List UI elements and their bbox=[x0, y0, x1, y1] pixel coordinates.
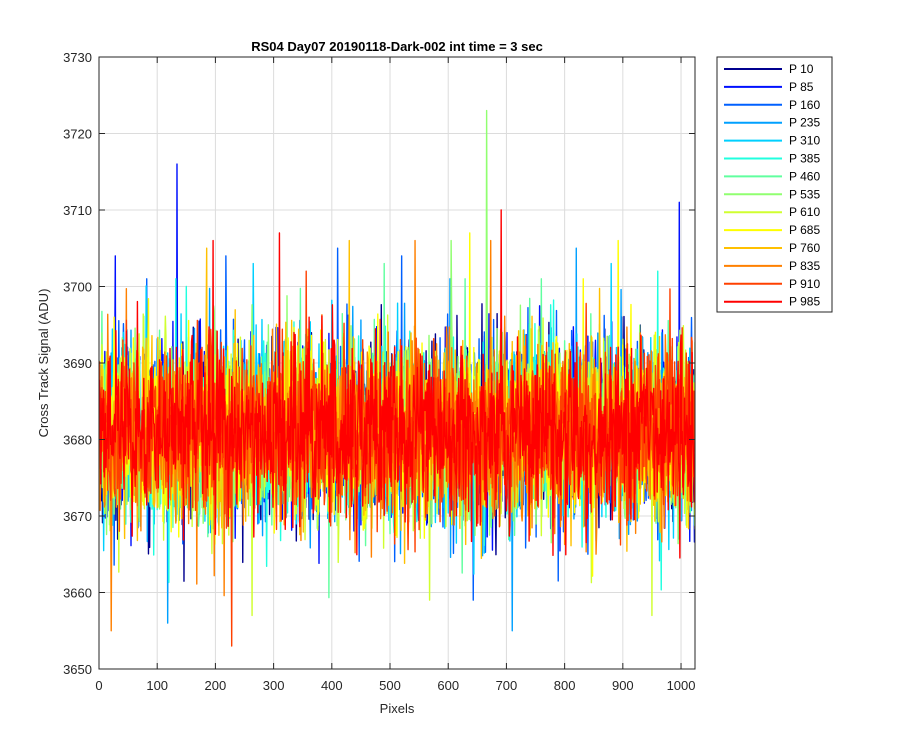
y-axis: 3650 3660 3670 3680 3690 3700 3710 3720 3730 bbox=[63, 50, 695, 677]
y-tick-label: 3690 bbox=[63, 356, 92, 371]
x-tick-label: 600 bbox=[437, 678, 459, 693]
legend-label: P 535 bbox=[789, 187, 820, 201]
legend-label: P 760 bbox=[789, 241, 820, 255]
x-tick-label: 0 bbox=[95, 678, 102, 693]
y-tick-label: 3650 bbox=[63, 662, 92, 677]
x-tick-label: 100 bbox=[146, 678, 168, 693]
x-tick-label: 900 bbox=[612, 678, 634, 693]
x-tick-label: 1000 bbox=[667, 678, 696, 693]
chart-title: RS04 Day07 20190118-Dark-002 int time = … bbox=[251, 39, 543, 54]
x-tick-label: 800 bbox=[554, 678, 576, 693]
y-tick-label: 3680 bbox=[63, 433, 92, 448]
x-axis: 0 100 200 300 400 500 600 700 800 900 1000 bbox=[95, 57, 695, 693]
y-tick-label: 3670 bbox=[63, 509, 92, 524]
legend-label: P 910 bbox=[789, 277, 820, 291]
x-tick-label: 500 bbox=[379, 678, 401, 693]
legend-label: P 985 bbox=[789, 295, 820, 309]
series-line-14 bbox=[99, 209, 695, 559]
legend: P 10 P 85 P 160 P 235 P 310 P 385 P 460 P 535 P … bbox=[716, 56, 833, 313]
y-tick-label: 3660 bbox=[63, 586, 92, 601]
legend-label: P 85 bbox=[789, 80, 814, 94]
y-tick-label: 3720 bbox=[63, 127, 92, 142]
legend-label: P 460 bbox=[789, 169, 820, 183]
y-tick-label: 3700 bbox=[63, 280, 92, 295]
x-axis-label: Pixels bbox=[380, 701, 415, 716]
series-layer bbox=[99, 109, 695, 647]
legend-box bbox=[716, 56, 833, 313]
x-tick-label: 400 bbox=[321, 678, 343, 693]
y-axis-label: Cross Track Signal (ADU) bbox=[36, 289, 51, 438]
legend-label: P 685 bbox=[789, 223, 820, 237]
x-tick-label: 200 bbox=[205, 678, 227, 693]
x-tick-label: 700 bbox=[496, 678, 518, 693]
legend-label: P 835 bbox=[789, 259, 820, 273]
x-tick-label: 300 bbox=[263, 678, 285, 693]
legend-label: P 310 bbox=[789, 134, 820, 148]
legend-label: P 610 bbox=[789, 205, 820, 219]
legend-label: P 10 bbox=[789, 62, 814, 76]
y-tick-label: 3710 bbox=[63, 203, 92, 218]
legend-label: P 385 bbox=[789, 152, 820, 166]
legend-label: P 160 bbox=[789, 98, 820, 112]
legend-label: P 235 bbox=[789, 116, 820, 130]
y-tick-label: 3730 bbox=[63, 50, 92, 65]
